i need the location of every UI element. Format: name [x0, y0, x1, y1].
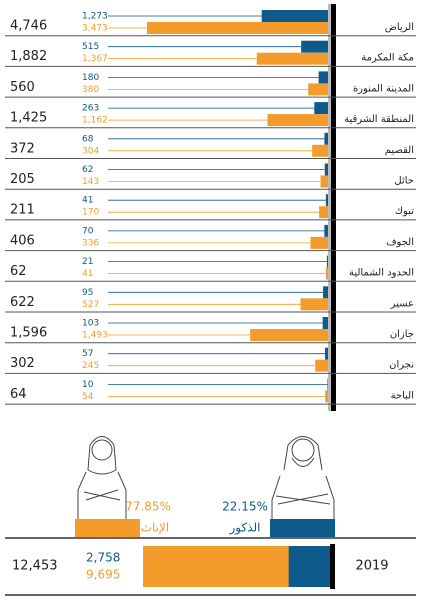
bar	[322, 317, 328, 329]
bar	[315, 359, 328, 372]
bar	[325, 194, 328, 207]
value-label: 3,473	[82, 24, 108, 34]
bar	[267, 114, 328, 127]
region-label: مكة المكرمة	[361, 53, 414, 64]
female-swatch	[75, 519, 140, 537]
value-label: 245	[82, 361, 99, 371]
value-label: 336	[82, 238, 99, 248]
grand-total: 12,453	[12, 559, 58, 574]
value-label: 68	[82, 134, 94, 144]
value-label: 380	[82, 85, 99, 95]
female-share: 77.85%	[125, 500, 171, 514]
value-label: 527	[82, 300, 99, 310]
bar	[323, 286, 328, 299]
bar	[310, 236, 328, 249]
female-label: الإناث	[141, 521, 169, 535]
total-label: 560	[10, 80, 35, 95]
bar	[318, 71, 328, 84]
total-label: 1,882	[10, 49, 47, 64]
total-label: 62	[10, 264, 27, 279]
value-label: 170	[82, 208, 99, 218]
total-label: 1,425	[10, 111, 47, 126]
total-label: 372	[10, 141, 35, 156]
total-label: 211	[10, 203, 35, 218]
bar	[327, 378, 328, 391]
bar	[325, 267, 328, 280]
bar	[261, 10, 328, 22]
male-swatch	[270, 519, 335, 537]
bar	[300, 298, 328, 311]
bar	[320, 175, 328, 188]
year: 2019	[355, 559, 388, 574]
value-label: 143	[82, 177, 99, 187]
bar	[326, 255, 328, 268]
summary-bar	[288, 546, 330, 587]
bar	[324, 224, 328, 237]
bar	[319, 206, 328, 219]
axis-line	[330, 544, 335, 589]
value-label: 21	[82, 257, 93, 267]
male-figure	[271, 436, 335, 520]
total-label: 622	[10, 295, 35, 310]
region-label: جازان	[390, 329, 414, 340]
value-label: 70	[82, 226, 94, 236]
region-label: تبوك	[395, 206, 414, 217]
value-label: 263	[82, 104, 99, 114]
axis-line	[331, 4, 336, 411]
region-label: القصيم	[385, 145, 414, 156]
total-label: 406	[10, 233, 35, 248]
value-label: 41	[82, 269, 93, 279]
region-label: المنطقة الشرقية	[344, 114, 414, 125]
bar	[250, 329, 328, 341]
value-label: 1,367	[82, 54, 108, 64]
total-label: 302	[10, 356, 35, 371]
value-label: 10	[82, 380, 94, 390]
axis-strip	[328, 4, 331, 411]
total-label: 1,596	[10, 326, 47, 341]
bar	[325, 390, 328, 403]
male-label: الذكور	[229, 521, 261, 536]
bar	[256, 52, 328, 65]
total-label: 4,746	[10, 19, 47, 34]
region-label: الحدود الشمالية	[349, 268, 414, 279]
value-label: 41	[82, 196, 93, 206]
total-label: 205	[10, 172, 35, 187]
value-label: 57	[82, 349, 93, 359]
value-label: 515	[82, 42, 99, 52]
value-label: 103	[82, 319, 99, 329]
region-label: عسير	[390, 298, 414, 309]
total-label: 64	[10, 387, 27, 402]
value-label: 95	[82, 288, 93, 298]
bar	[324, 132, 328, 145]
value-label: 180	[82, 73, 99, 83]
male-share: 22.15%	[222, 500, 268, 514]
bar	[308, 83, 328, 96]
bar	[314, 102, 328, 115]
value-label: 62	[82, 165, 93, 175]
bar	[147, 22, 328, 34]
value-label: 54	[82, 392, 94, 402]
male-total: 2,758	[86, 551, 120, 565]
value-label: 1,493	[82, 331, 108, 341]
region-label: حائل	[394, 176, 414, 187]
region-label: المدينة المنورة	[353, 83, 414, 94]
value-label: 1,273	[82, 12, 108, 22]
bar	[301, 40, 328, 53]
female-total: 9,695	[86, 568, 120, 582]
region-label: نجران	[389, 360, 414, 371]
bar	[324, 163, 328, 176]
value-label: 1,162	[82, 116, 108, 126]
region-label: الجوف	[386, 237, 414, 248]
summary-bar	[143, 546, 289, 587]
bar	[325, 347, 328, 360]
region-label: الرياض	[385, 22, 414, 33]
female-figure	[77, 436, 127, 520]
value-label: 304	[82, 146, 99, 156]
region-label: الباحة	[391, 390, 414, 401]
bar	[312, 144, 328, 157]
